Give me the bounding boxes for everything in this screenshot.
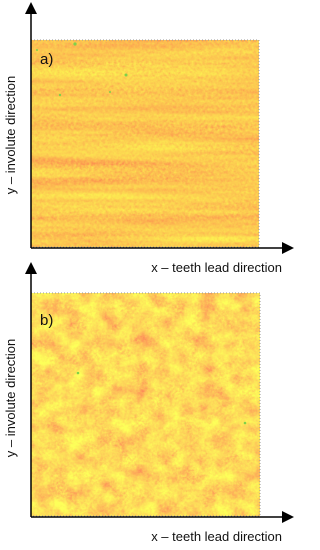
y-axis-label: y – involute direction [3, 339, 18, 458]
spots [76, 371, 247, 425]
panel-label: a) [40, 51, 53, 68]
y-axis-label: y – involute direction [3, 76, 18, 195]
panel-a: a) y – involute direction x – teeth lead… [3, 2, 294, 275]
surface-map [31, 40, 259, 247]
figure: a) y – involute direction x – teeth lead… [3, 2, 294, 544]
x-axis-label: x – teeth lead direction [151, 529, 282, 544]
spots [36, 42, 128, 97]
panel-label: b) [40, 312, 53, 329]
panel-b: b) y – involute direction x – teeth lead… [3, 262, 294, 544]
surface-map [31, 293, 260, 516]
x-axis-label: x – teeth lead direction [151, 260, 282, 275]
map-border [30, 39, 260, 248]
